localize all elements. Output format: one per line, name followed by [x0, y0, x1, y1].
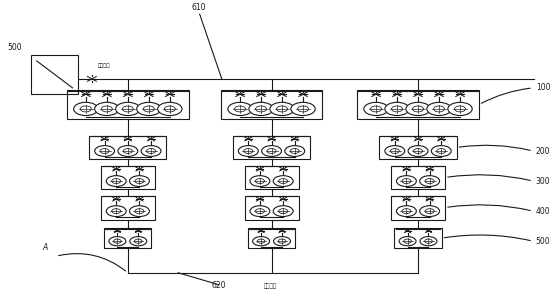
- Circle shape: [109, 236, 126, 246]
- Circle shape: [253, 236, 270, 246]
- Circle shape: [250, 176, 270, 186]
- Circle shape: [396, 176, 416, 186]
- Circle shape: [420, 176, 440, 186]
- Circle shape: [228, 102, 252, 116]
- Bar: [67, 90, 189, 119]
- Text: 粗抽入口: 粗抽入口: [263, 283, 276, 289]
- Circle shape: [106, 176, 126, 186]
- Text: 400: 400: [536, 207, 551, 216]
- Circle shape: [118, 146, 138, 156]
- Bar: [380, 136, 457, 159]
- Text: 610: 610: [191, 3, 206, 12]
- Circle shape: [364, 102, 388, 116]
- Circle shape: [273, 206, 293, 217]
- Circle shape: [291, 102, 315, 116]
- Circle shape: [141, 146, 161, 156]
- Bar: [357, 90, 479, 119]
- Bar: [395, 228, 442, 248]
- Circle shape: [115, 102, 140, 116]
- Bar: [101, 165, 155, 189]
- Circle shape: [158, 102, 182, 116]
- Circle shape: [385, 102, 409, 116]
- Text: 500: 500: [7, 43, 22, 52]
- Circle shape: [130, 236, 147, 246]
- Bar: [245, 196, 299, 220]
- Bar: [104, 228, 152, 248]
- Circle shape: [129, 176, 149, 186]
- Circle shape: [106, 206, 126, 217]
- Circle shape: [399, 236, 416, 246]
- Circle shape: [129, 206, 149, 217]
- Circle shape: [137, 102, 161, 116]
- Text: 粗抽管道: 粗抽管道: [98, 63, 110, 68]
- Circle shape: [95, 102, 119, 116]
- Bar: [31, 55, 78, 94]
- Bar: [89, 136, 166, 159]
- Bar: [221, 90, 322, 119]
- Bar: [245, 165, 299, 189]
- Text: 500: 500: [536, 237, 551, 246]
- Circle shape: [250, 206, 270, 217]
- Text: 200: 200: [536, 146, 550, 156]
- Circle shape: [239, 146, 258, 156]
- Text: A: A: [42, 243, 47, 252]
- Circle shape: [95, 146, 114, 156]
- Bar: [233, 136, 310, 159]
- Circle shape: [420, 206, 440, 217]
- Circle shape: [385, 146, 405, 156]
- Text: 620: 620: [212, 281, 226, 290]
- Circle shape: [270, 102, 294, 116]
- Circle shape: [408, 146, 428, 156]
- Circle shape: [406, 102, 430, 116]
- Text: 100: 100: [536, 83, 550, 92]
- Circle shape: [396, 206, 416, 217]
- Circle shape: [420, 236, 437, 246]
- Circle shape: [274, 236, 290, 246]
- Circle shape: [74, 102, 98, 116]
- Text: 300: 300: [536, 177, 551, 185]
- Circle shape: [273, 176, 293, 186]
- Circle shape: [261, 146, 281, 156]
- Bar: [391, 165, 445, 189]
- Circle shape: [431, 146, 451, 156]
- Circle shape: [448, 102, 472, 116]
- Bar: [101, 196, 155, 220]
- Bar: [248, 228, 295, 248]
- Circle shape: [249, 102, 273, 116]
- Bar: [391, 196, 445, 220]
- Circle shape: [285, 146, 305, 156]
- Circle shape: [427, 102, 451, 116]
